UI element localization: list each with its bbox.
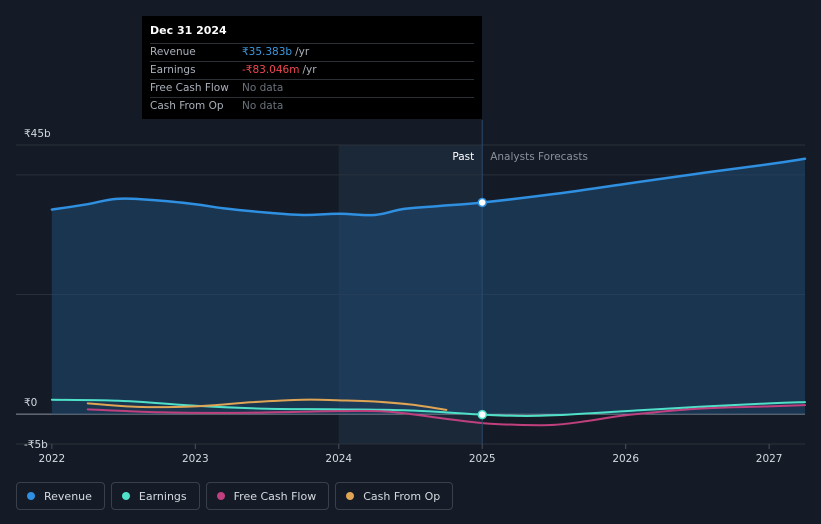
revenue-dot-icon [27,492,35,500]
tooltip-value: No data [242,98,286,115]
revenue-marker [477,197,487,208]
legend-item-earnings[interactable]: Earnings [110,482,200,510]
tooltip-value: No data [242,80,286,97]
divider-markers [477,197,487,420]
tooltip-row-earnings: Earnings -₹83.046m/yr [150,61,474,79]
x-tick-label: 2023 [182,453,209,465]
revenue-earnings-chart: Past Analysts Forecasts ₹45b₹0-₹5b 2022 2… [16,120,807,465]
tooltip-value-number: ₹35.383b [242,46,293,58]
tooltip-date: Dec 31 2024 [150,24,227,37]
cash-from-op-dot-icon [346,492,355,500]
data-tooltip: Dec 31 2024 Revenue ₹35.383b/yr Earnings… [142,16,482,119]
cash-from-op-line [86,398,448,411]
x-tick-label: 2026 [612,453,639,465]
series-lines [50,157,807,427]
y-tick-label: ₹45b [24,128,51,140]
tooltip-value-number: No data [242,82,284,94]
chart-legend: Revenue Earnings Free Cash Flow Cash Fro… [16,482,454,510]
tooltip-row-revenue: Revenue ₹35.383b/yr [150,43,474,61]
free-cash-flow-dot-icon [216,492,225,500]
x-axis-labels: 2022 2023 2024 2025 2026 2027 [38,444,783,465]
tooltip-row-free-cash-flow: Free Cash Flow No data [150,79,474,97]
y-tick-label: ₹0 [24,397,37,409]
past-label: Past [452,151,474,163]
legend-label: Earnings [138,489,187,503]
tooltip-value-number: No data [242,100,284,112]
revenue-area [51,158,805,415]
tooltip-value: -₹83.046m/yr [242,62,317,79]
tooltip-label: Earnings [150,64,196,76]
legend-item-revenue[interactable]: Revenue [16,482,105,510]
forecast-label: Analysts Forecasts [490,151,588,163]
legend-label: Cash From Op [363,489,441,503]
earnings-marker [477,409,487,420]
earnings-dot-icon [121,492,130,500]
x-tick-label: 2022 [38,453,65,465]
revenue-line [50,157,807,217]
x-tick-label: 2025 [469,453,496,465]
tooltip-label: Cash From Op [150,100,224,112]
legend-label: Revenue [44,489,92,503]
tooltip-row-cash-from-op: Cash From Op No data [150,97,474,115]
x-tick-label: 2027 [756,453,783,465]
tooltip-value-unit: /yr [302,64,317,76]
legend-item-cash-from-op[interactable]: Cash From Op [335,482,454,510]
series-fills [51,158,805,415]
tooltip-label: Revenue [150,46,196,58]
tooltip-value-number: -₹83.046m [242,64,300,76]
y-axis-labels: ₹45b ₹0 -₹5b [24,128,51,451]
legend-label: Free Cash Flow [233,489,317,503]
tooltip-value: ₹35.383b/yr [242,44,309,61]
y-tick-label: -₹5b [24,439,48,451]
x-tick-label: 2024 [325,453,352,465]
tooltip-value-unit: /yr [295,46,310,58]
tooltip-label: Free Cash Flow [150,82,229,94]
legend-item-free-cash-flow[interactable]: Free Cash Flow [205,482,330,510]
